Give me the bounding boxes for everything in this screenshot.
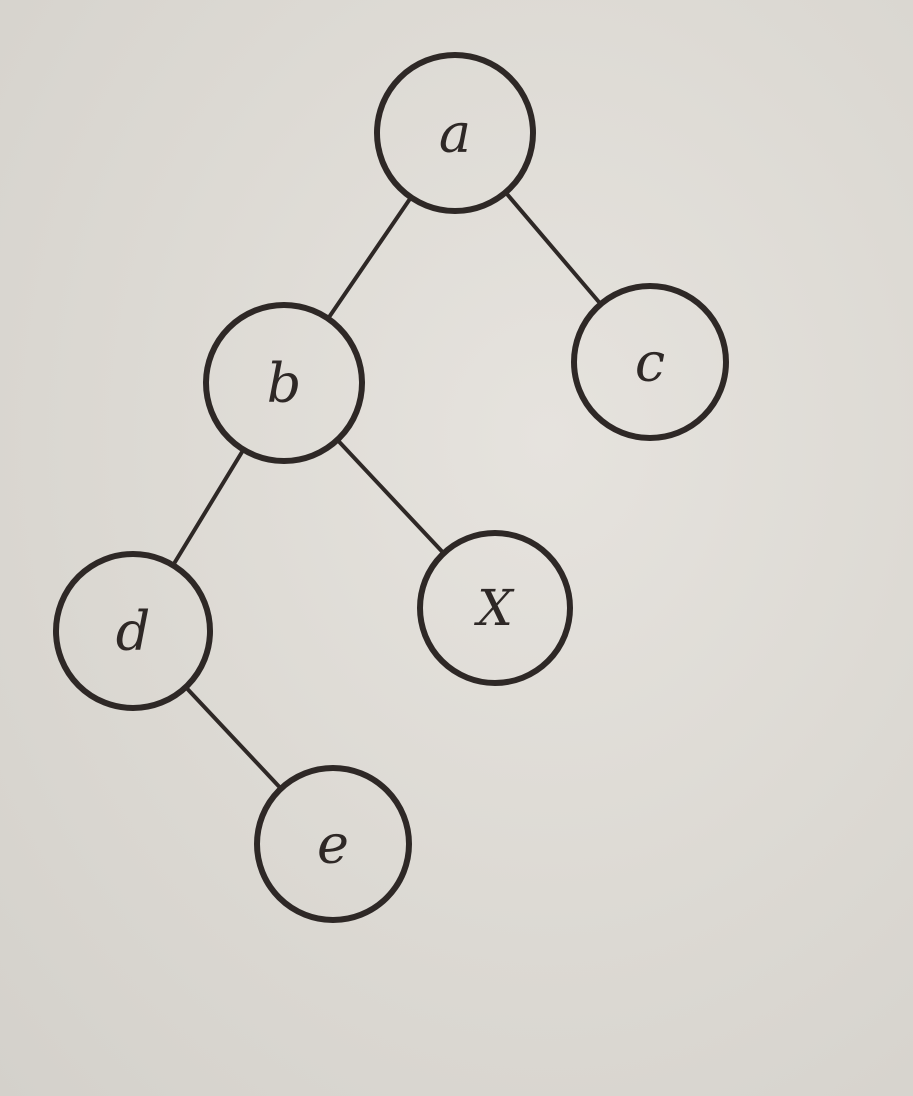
- node-a: a: [374, 52, 536, 214]
- edge-a-b: [326, 195, 413, 321]
- tree-nodes: a b c d Xe: [53, 52, 729, 923]
- node-label-b: b: [267, 352, 302, 415]
- node-label-a: a: [439, 102, 471, 165]
- node-label-X: X: [473, 579, 515, 637]
- node-X: X: [417, 530, 573, 686]
- tree-edges: [171, 190, 603, 791]
- node-circle-X: [417, 530, 573, 686]
- node-label-e: e: [317, 813, 349, 876]
- edge-d-e: [183, 685, 283, 791]
- edge-b-X: [335, 437, 446, 556]
- node-circle-c: [571, 283, 729, 441]
- node-d: d: [53, 551, 213, 711]
- node-label-d: d: [116, 600, 151, 663]
- node-b: b: [203, 302, 365, 464]
- node-circle-d: [53, 551, 213, 711]
- node-c: c: [571, 283, 729, 441]
- node-circle-e: [254, 765, 412, 923]
- node-label-c: c: [635, 331, 665, 394]
- node-circle-a: [374, 52, 536, 214]
- node-e: e: [254, 765, 412, 923]
- edge-a-c: [503, 190, 603, 307]
- node-circle-b: [203, 302, 365, 464]
- edge-b-d: [171, 447, 246, 568]
